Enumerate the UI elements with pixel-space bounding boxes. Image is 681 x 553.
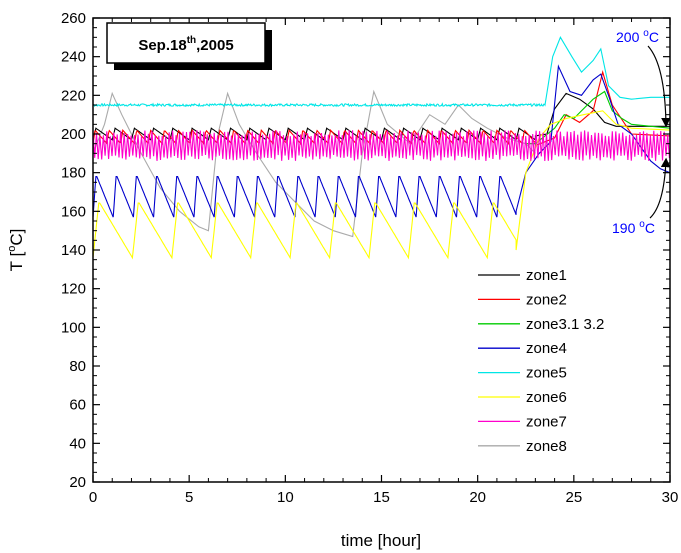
y-tick-label: 160 — [61, 203, 86, 220]
y-tick-label: 100 — [61, 319, 86, 336]
y-tick-label: 120 — [61, 281, 86, 298]
annotation-200c-value: 200 — [616, 29, 643, 45]
annotation-190c-unit: C — [645, 220, 655, 236]
legend-label-zone8: zone8 — [526, 438, 567, 455]
annotation-190c: 190 oC — [612, 157, 671, 236]
y-tick-label: 220 — [61, 87, 86, 104]
annotation-200c-arrow — [647, 45, 671, 128]
annotation-190c-arrow — [649, 157, 671, 219]
annotation-190c-value: 190 — [612, 220, 639, 236]
y-tick-label: 40 — [69, 435, 86, 452]
y-tick-label: 180 — [61, 165, 86, 182]
y-tick-label: 200 — [61, 126, 86, 143]
y-tick-label: 140 — [61, 242, 86, 259]
y-tick-label: 80 — [69, 358, 86, 375]
series-line-zone5 — [93, 36, 670, 108]
x-tick-label: 25 — [565, 489, 582, 506]
date-box-sup: th — [187, 35, 196, 46]
x-tick-label: 20 — [469, 489, 486, 506]
svg-text:Sep.18th,2005: Sep.18th,2005 — [138, 35, 233, 54]
legend-label-zone3-1-3-2: zone3.1 3.2 — [526, 316, 604, 333]
axis-ticks: 0 5 10 15 20 25 30 20 40 60 80 100 120 140 160 180 200 22… — [61, 10, 678, 506]
series-line-zone4 — [93, 64, 670, 218]
legend: zone1 zone2 zone3.1 3.2 zone4 zone5 zone6 zone… — [478, 267, 604, 455]
annotation-200c-sup: o — [643, 28, 649, 39]
legend-label-zone1: zone1 — [526, 267, 567, 284]
y-tick-label: 60 — [69, 397, 86, 414]
y-tick-label: 20 — [69, 474, 86, 491]
series-line-zone8 — [93, 89, 536, 238]
series-line-zone7 — [93, 130, 670, 162]
y-tick-label: 260 — [61, 10, 86, 27]
x-tick-label: 30 — [662, 489, 679, 506]
x-tick-label: 0 — [89, 489, 97, 506]
series-line-zone2 — [93, 69, 670, 147]
y-tick-label: 240 — [61, 49, 86, 66]
legend-label-zone6: zone6 — [526, 389, 567, 406]
annotation-190c-sup: o — [639, 219, 645, 230]
date-box-main: Sep.18 — [138, 37, 186, 54]
series-line-zone1 — [93, 92, 670, 141]
date-box: Sep.18th,2005 — [106, 22, 272, 70]
svg-text:190 oC: 190 oC — [612, 219, 655, 236]
series-layer — [93, 36, 670, 260]
y-axis-title-sup: o — [6, 246, 18, 252]
annotation-200c: 200 oC — [616, 28, 671, 128]
svg-text:200 oC: 200 oC — [616, 28, 659, 45]
legend-label-zone5: zone5 — [526, 365, 567, 382]
y-axis-title-pre: T [ — [7, 252, 26, 272]
x-axis-title: time [hour] — [341, 531, 421, 550]
legend-label-zone4: zone4 — [526, 340, 567, 357]
x-tick-label: 10 — [277, 489, 294, 506]
x-tick-label: 15 — [373, 489, 390, 506]
series-line-zone6 — [93, 110, 670, 260]
legend-label-zone2: zone2 — [526, 291, 567, 308]
date-box-tail: ,2005 — [196, 37, 234, 54]
plot-frame — [92, 17, 671, 483]
x-tick-label: 5 — [185, 489, 193, 506]
annotation-200c-unit: C — [649, 29, 659, 45]
y-axis-title-post: C] — [7, 229, 26, 246]
legend-label-zone7: zone7 — [526, 413, 567, 430]
y-axis-title: T [oC] — [6, 229, 26, 272]
